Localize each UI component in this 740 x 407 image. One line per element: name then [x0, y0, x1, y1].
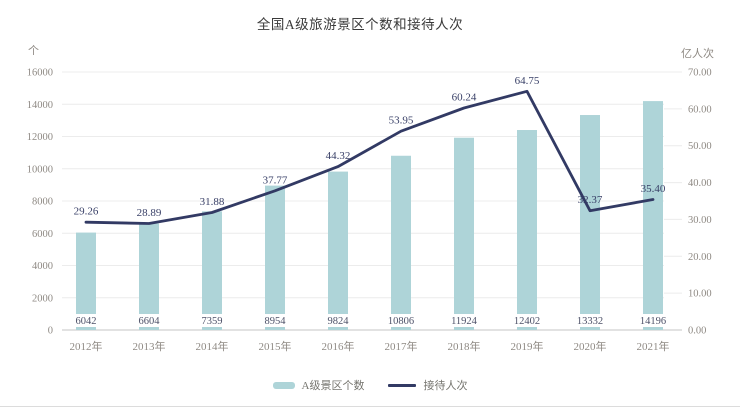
- right-axis-tick-label: 0.00: [688, 326, 706, 337]
- bar-value-label-bg: [195, 314, 229, 327]
- bar: [517, 130, 537, 330]
- bar-value-label-bg: [570, 314, 610, 327]
- left-axis-tick-label: 0: [48, 326, 53, 337]
- bar-value-label-bg: [381, 314, 421, 327]
- bar-value-label: 9824: [328, 316, 350, 327]
- line-point-label: 29.26: [74, 206, 99, 218]
- legend-line-swatch: [388, 383, 417, 387]
- bar-value-label: 13332: [577, 316, 603, 327]
- bar-value-label: 14196: [640, 316, 666, 327]
- bar-value-label-bg: [132, 314, 166, 327]
- bar-value-label-bg: [633, 314, 673, 327]
- left-axis-tick-label: 4000: [32, 261, 53, 272]
- right-axis-tick-label: 30.00: [688, 215, 712, 226]
- x-axis-label: 2019年: [511, 339, 544, 353]
- bar-value-label: 12402: [514, 316, 540, 327]
- right-axis-tick-label: 40.00: [688, 178, 712, 189]
- right-axis-unit-label: 亿人次: [681, 48, 714, 60]
- bar: [580, 115, 600, 330]
- right-axis-tick-label: 60.00: [688, 104, 712, 115]
- line-point-label: 64.75: [515, 75, 540, 87]
- x-axis-label: 2018年: [448, 339, 481, 353]
- legend-bar-swatch: [272, 381, 295, 389]
- left-axis-tick-label: 2000: [32, 293, 53, 304]
- bar-value-label: 8954: [265, 316, 287, 327]
- bar-value-label: 11924: [451, 316, 478, 327]
- left-axis-unit-label: 个: [28, 45, 39, 57]
- right-axis-tick-label: 20.00: [688, 252, 712, 263]
- bar: [328, 171, 348, 330]
- x-axis-label: 2021年: [637, 339, 670, 353]
- line-point-label: 44.32: [326, 150, 351, 162]
- bar: [643, 101, 663, 330]
- right-axis-tick-label: 70.00: [688, 68, 712, 79]
- x-axis-label: 2020年: [574, 339, 607, 353]
- x-axis-label: 2015年: [259, 339, 292, 353]
- legend-item-bars: A级景区个数: [272, 377, 365, 393]
- right-axis-tick-label: 10.00: [688, 289, 712, 300]
- line-point-label: 35.40: [641, 183, 666, 195]
- bar: [454, 137, 474, 330]
- left-axis-tick-label: 16000: [27, 68, 53, 79]
- left-axis-tick-label: 8000: [32, 197, 53, 208]
- line-point-label: 53.95: [389, 115, 414, 127]
- bar: [265, 185, 285, 330]
- bar-value-label-bg: [69, 314, 103, 327]
- line-point-label: 28.89: [137, 207, 162, 219]
- chart-title: 全国A级旅游景区个数和接待人次: [256, 17, 464, 32]
- x-axis-label: 2012年: [70, 339, 103, 353]
- bar-value-label: 7359: [202, 316, 223, 327]
- line-point-label: 31.88: [200, 196, 225, 208]
- bar: [202, 211, 222, 330]
- x-axis-label: 2013年: [133, 339, 166, 353]
- legend: A级景区个数 接待人次: [0, 375, 740, 395]
- bar-value-label: 6604: [139, 316, 161, 327]
- bar: [391, 155, 411, 330]
- x-axis-label: 2014年: [196, 339, 229, 353]
- bar-value-label: 6042: [76, 316, 97, 327]
- line-point-label: 60.24: [452, 91, 477, 103]
- right-axis-tick-label: 50.00: [688, 141, 712, 152]
- legend-bar-label: A级景区个数: [301, 380, 365, 392]
- left-axis-tick-label: 10000: [27, 164, 53, 175]
- legend-line-label: 接待人次: [423, 380, 468, 392]
- legend-item-line: 接待人次: [388, 377, 467, 393]
- x-axis-label: 2017年: [385, 339, 418, 353]
- bar-value-label-bg: [507, 314, 547, 327]
- line-point-label: 37.77: [263, 174, 288, 186]
- x-axis-label: 2016年: [322, 339, 355, 353]
- bar-value-label: 10806: [388, 316, 414, 327]
- bar-value-label-bg: [321, 314, 355, 327]
- left-axis-tick-label: 6000: [32, 229, 53, 240]
- left-axis-tick-label: 14000: [27, 100, 53, 111]
- bar-value-label-bg: [258, 314, 292, 327]
- left-axis-tick-label: 12000: [27, 132, 53, 143]
- bar: [76, 232, 96, 330]
- visitors-line: [84, 89, 655, 225]
- bar: [139, 223, 159, 330]
- bar-value-label-bg: [444, 314, 484, 327]
